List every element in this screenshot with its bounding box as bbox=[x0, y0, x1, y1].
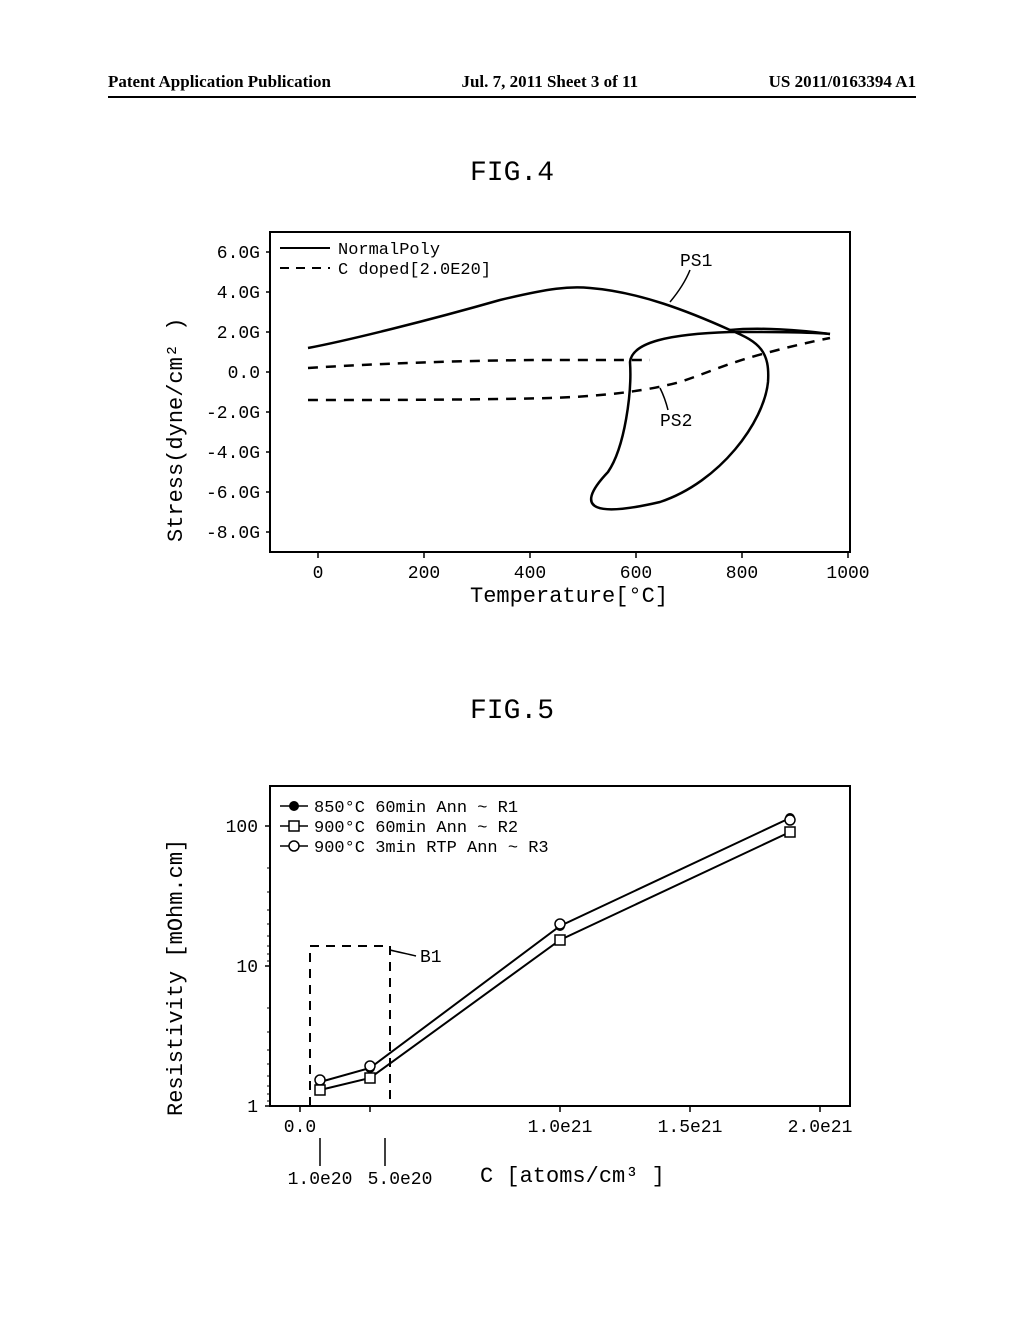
fig5-xlabel: C [atoms/cm³ ] bbox=[480, 1164, 665, 1189]
fig4-label: FIG.4 bbox=[0, 158, 1024, 189]
header-left: Patent Application Publication bbox=[108, 72, 331, 92]
fig5-xticks: 0.0 1.0e21 1.5e21 2.0e21 bbox=[284, 1106, 853, 1138]
fig4-legend: NormalPoly C doped[2.0E20] bbox=[280, 241, 491, 280]
fig4-ytick-4: -2.0G bbox=[206, 404, 260, 424]
fig4-ytick-2: 2.0G bbox=[217, 324, 260, 344]
fig5-xtick-1: 1.0e21 bbox=[528, 1118, 593, 1138]
fig4-xtick-2: 400 bbox=[514, 564, 546, 584]
fig4-xtick-1: 200 bbox=[408, 564, 440, 584]
fig4-svg: 6.0G 4.0G 2.0G 0.0 -2.0G -4.0G -6.0G -8.… bbox=[170, 212, 890, 602]
fig5-anno-b1: B1 bbox=[420, 948, 442, 968]
fig4-chart: Stress(dyne/cm² ) 6.0G 4.0G 2.0G 0.0 -2.… bbox=[170, 212, 890, 642]
fig5-label: FIG.5 bbox=[0, 696, 1024, 727]
page-header: Patent Application Publication Jul. 7, 2… bbox=[0, 72, 1024, 92]
fig4-ylabel: Stress(dyne/cm² ) bbox=[164, 318, 189, 542]
fig4-yticks: 6.0G 4.0G 2.0G 0.0 -2.0G -4.0G -6.0G -8.… bbox=[206, 244, 270, 544]
fig4-series-ps2-lower bbox=[308, 360, 650, 368]
fig5-chart: Resistivity [mOhm.cm] 100 10 1 bbox=[170, 766, 890, 1226]
fig4-anno-ps2: PS2 bbox=[660, 412, 692, 432]
fig5-xtick-0: 0.0 bbox=[284, 1118, 316, 1138]
fig4-anno-ps2-leader bbox=[660, 388, 668, 410]
fig4-xlabel: Temperature[°C] bbox=[470, 584, 668, 609]
fig4-ytick-0: 6.0G bbox=[217, 244, 260, 264]
fig4-legend-0: NormalPoly bbox=[338, 241, 440, 260]
fig5-yticks: 100 10 1 bbox=[226, 818, 270, 1118]
fig5-ytick-0: 100 bbox=[226, 818, 258, 838]
fig4-ytick-3: 0.0 bbox=[228, 364, 260, 384]
fig5-svg: 100 10 1 0.0 bbox=[170, 766, 890, 1196]
header-center: Jul. 7, 2011 Sheet 3 of 11 bbox=[461, 72, 638, 92]
fig4-frame bbox=[270, 232, 850, 552]
fig4-ytick-5: -4.0G bbox=[206, 444, 260, 464]
fig4-xtick-3: 600 bbox=[620, 564, 652, 584]
fig5-legend-0: 850°C 60min Ann ~ R1 bbox=[314, 799, 518, 818]
fig4-legend-1: C doped[2.0E20] bbox=[338, 261, 491, 280]
fig5-ytick-1: 10 bbox=[236, 958, 258, 978]
fig5-xtick-2: 1.5e21 bbox=[658, 1118, 723, 1138]
fig4-xtick-5: 1000 bbox=[826, 564, 869, 584]
fig5-xtick-3: 2.0e21 bbox=[788, 1118, 853, 1138]
fig4-series-ps2 bbox=[308, 338, 830, 400]
fig5-legend-2: 900°C 3min RTP Ann ~ R3 bbox=[314, 839, 549, 858]
fig5-anno-b1-leader bbox=[390, 950, 416, 956]
header-right: US 2011/0163394 A1 bbox=[769, 72, 916, 92]
fig5-legend: 850°C 60min Ann ~ R1 900°C 60min Ann ~ R… bbox=[280, 799, 549, 858]
fig4-ytick-1: 4.0G bbox=[217, 284, 260, 304]
fig4-ytick-6: -6.0G bbox=[206, 484, 260, 504]
fig4-anno-ps1-leader bbox=[670, 270, 690, 302]
fig5-series-r2 bbox=[320, 832, 790, 1090]
fig5-legend-1: 900°C 60min Ann ~ R2 bbox=[314, 819, 518, 838]
fig4-anno-ps1: PS1 bbox=[680, 252, 712, 272]
fig5-ytick-2: 1 bbox=[247, 1098, 258, 1118]
fig5-ylabel: Resistivity [mOhm.cm] bbox=[164, 839, 189, 1116]
header-rule bbox=[108, 96, 916, 98]
fig4-ytick-7: -8.0G bbox=[206, 524, 260, 544]
fig4-xtick-0: 0 bbox=[313, 564, 324, 584]
fig4-xticks: 0 200 400 600 800 1000 bbox=[313, 552, 870, 584]
fig5-callout-2: 5.0e20 bbox=[368, 1170, 433, 1190]
fig4-xtick-4: 800 bbox=[726, 564, 758, 584]
fig5-callout-1: 1.0e20 bbox=[288, 1170, 353, 1190]
